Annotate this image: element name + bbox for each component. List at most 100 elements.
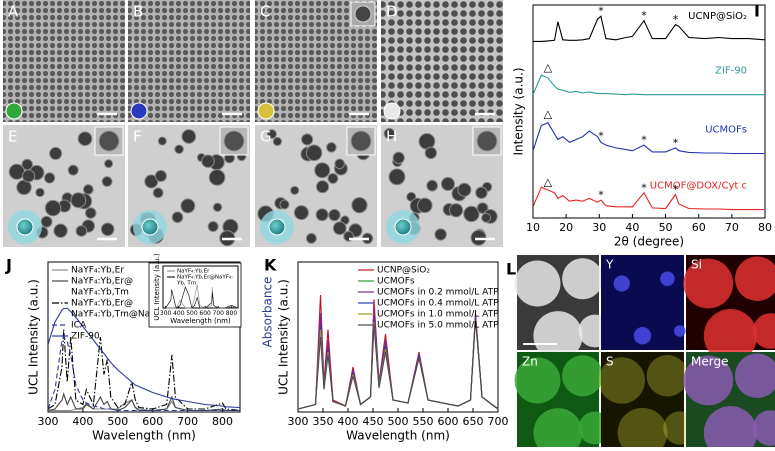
inset-particle xyxy=(476,130,498,152)
x-tick-label: 700 xyxy=(488,415,509,428)
panel-label: F xyxy=(133,128,142,146)
legend-label: UCMOFs in 0.2 mmol/L ATP xyxy=(377,288,499,298)
map-particle xyxy=(660,271,675,287)
x-tick-label: 650 xyxy=(463,415,484,428)
particle xyxy=(475,186,488,199)
map-particle xyxy=(562,258,604,300)
particle xyxy=(181,129,197,144)
particle xyxy=(290,185,300,196)
x-tick-label: 60 xyxy=(692,221,706,234)
series-line xyxy=(297,318,499,410)
particle xyxy=(463,205,480,223)
particle xyxy=(440,176,456,192)
peak-marker: * xyxy=(673,183,679,196)
map-label: Y xyxy=(605,258,614,272)
model-sphere xyxy=(383,102,401,120)
panel-label: H xyxy=(386,128,397,146)
series-label: UCMOFs xyxy=(705,125,747,136)
map-particle xyxy=(514,357,561,404)
legend-label: NaYF₄:Yb,Er xyxy=(177,269,210,275)
particle xyxy=(448,203,464,218)
legend-label: UCMOFs in 0.4 mmol/L ATP xyxy=(377,299,499,309)
particle xyxy=(388,168,406,186)
particle xyxy=(327,173,339,184)
particle xyxy=(174,144,184,155)
inset-particle xyxy=(223,130,245,152)
peak-marker: * xyxy=(673,13,679,26)
map-particle xyxy=(533,408,583,451)
x-tick-label: 700 xyxy=(177,415,198,428)
model-core xyxy=(268,218,286,236)
y-axis-label: UCL Intensity (a.u.) xyxy=(277,279,291,395)
x-tick-label: 400 xyxy=(72,415,93,428)
particle xyxy=(481,212,491,223)
particle xyxy=(70,192,87,209)
y-axis-label: UCL Intensity (a.u.) xyxy=(153,253,161,321)
x-tick-label: 500 xyxy=(186,310,198,317)
map-particle xyxy=(514,260,561,307)
map-particle xyxy=(683,355,734,406)
particle xyxy=(201,154,215,168)
model-sphere xyxy=(257,102,275,120)
map-particle xyxy=(598,357,645,404)
panel-label: J xyxy=(5,256,12,275)
map-particle xyxy=(683,258,734,309)
x-tick-label: 500 xyxy=(107,415,128,428)
map-label: S xyxy=(606,355,614,369)
panel-label: G xyxy=(260,128,272,146)
particle xyxy=(44,199,62,217)
map-particle xyxy=(617,407,668,451)
particle xyxy=(75,225,88,237)
x-tick-label: 450 xyxy=(363,415,384,428)
peak-marker: * xyxy=(641,134,647,147)
x-tick-label: 30 xyxy=(592,221,606,234)
legend-label: ICA xyxy=(71,321,87,331)
particle xyxy=(67,164,79,176)
map-particle xyxy=(752,313,775,349)
x-tick-label: 10 xyxy=(526,221,540,234)
y-axis-label-secondary: Absorbance xyxy=(261,277,275,348)
particle xyxy=(392,151,405,164)
panel-label: A xyxy=(8,3,19,21)
tem-image xyxy=(381,0,503,122)
particle xyxy=(315,208,329,222)
particle xyxy=(434,228,447,241)
legend-label: UCNP@SiO₂ xyxy=(377,266,430,276)
peak-marker: * xyxy=(673,136,679,149)
particle xyxy=(207,221,219,233)
series-label: ZIF-90 xyxy=(715,66,747,77)
particle xyxy=(35,187,45,198)
x-tick-label: 20 xyxy=(559,221,573,234)
panel-label: L xyxy=(506,260,516,279)
particle xyxy=(100,222,115,237)
series-line xyxy=(532,186,765,211)
map-particle xyxy=(562,355,604,397)
particle xyxy=(476,202,489,214)
legend-label: Yb, Tm xyxy=(176,281,196,287)
particle xyxy=(417,197,433,214)
inset-particle xyxy=(354,5,372,23)
map-particle xyxy=(633,327,652,345)
particle xyxy=(82,184,94,195)
model-core xyxy=(16,218,34,236)
particle xyxy=(49,146,63,160)
model-core xyxy=(141,218,159,236)
x-axis-label: Wavelength (nm) xyxy=(170,317,231,325)
peak-marker: △ xyxy=(544,176,553,189)
x-tick-label: 80 xyxy=(758,221,772,234)
x-tick-label: 50 xyxy=(659,221,673,234)
panel-label: K xyxy=(264,256,277,275)
series-line xyxy=(47,329,241,412)
particle xyxy=(334,158,345,170)
map-particle xyxy=(613,275,630,292)
x-axis-label: Wavelength (nm) xyxy=(92,429,196,443)
particle xyxy=(152,187,164,199)
x-tick-label: 40 xyxy=(625,221,639,234)
particle xyxy=(383,127,396,140)
panel-label: C xyxy=(260,3,270,21)
particle xyxy=(180,198,196,214)
particle xyxy=(77,131,93,147)
peak-marker: * xyxy=(598,189,604,202)
x-tick-label: 400 xyxy=(338,415,359,428)
